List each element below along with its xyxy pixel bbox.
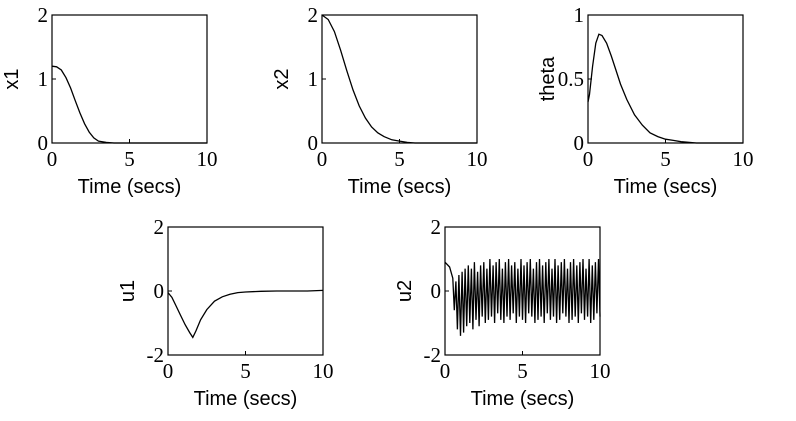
x-tick-label: 5 [517,359,528,383]
series-line [167,289,324,339]
x-axis-label: Time (secs) [614,176,718,198]
y-tick-label: 0 [38,131,49,155]
x-tick-label: 10 [313,359,334,383]
x-tick-label: 0 [163,359,174,383]
y-tick-label: 0 [308,131,319,155]
x-axis-label: Time (secs) [348,176,452,198]
axes-frame [587,14,744,144]
y-tick-label: -2 [147,343,165,367]
y-tick-label: 0.5 [558,67,584,91]
y-tick-label: 2 [308,3,319,27]
y-tick-label: 0 [431,279,442,303]
y-axis-label: x2 [271,68,293,89]
x-axis-label: Time (secs) [471,388,575,410]
y-tick-label: 0 [574,131,585,155]
y-tick-label: 1 [308,67,319,91]
x-tick-label: 10 [733,147,754,171]
x-tick-label: 0 [47,147,58,171]
y-tick-label: 0 [154,279,165,303]
x-axis-label: Time (secs) [78,176,182,198]
y-tick-label: 2 [154,215,165,239]
axes-frame [321,14,478,144]
series-line [587,33,743,144]
x-tick-label: 10 [467,147,488,171]
x-tick-label: 5 [240,359,251,383]
y-tick-label: 1 [38,67,49,91]
x-tick-label: 5 [660,147,671,171]
series-line [444,258,601,336]
x-axis-label: Time (secs) [194,388,298,410]
subplot-x2: 0 5 10 0 1 2 Time (secs) x2 [271,3,488,198]
x-tick-label: 5 [124,147,135,171]
y-axis-label: u1 [117,280,139,302]
series-line [51,65,207,144]
y-axis-label: theta [537,56,559,101]
y-tick-label: 1 [574,3,585,27]
y-tick-label: 2 [431,215,442,239]
y-axis-label: x1 [1,68,23,89]
x-tick-label: 10 [590,359,611,383]
subplot-theta: 0 5 10 0 0.5 1 Time (secs) theta [537,3,754,198]
y-tick-label: -2 [424,343,442,367]
subplot-x1: 0 5 10 0 1 2 Time (secs) x1 [1,3,218,198]
axes-frame [51,14,208,144]
x-tick-label: 10 [197,147,218,171]
x-tick-label: 5 [394,147,405,171]
y-tick-label: 2 [38,3,49,27]
x-tick-label: 0 [440,359,451,383]
series-line [321,14,477,144]
y-axis-label: u2 [394,280,416,302]
x-tick-label: 0 [583,147,594,171]
x-tick-label: 0 [317,147,328,171]
